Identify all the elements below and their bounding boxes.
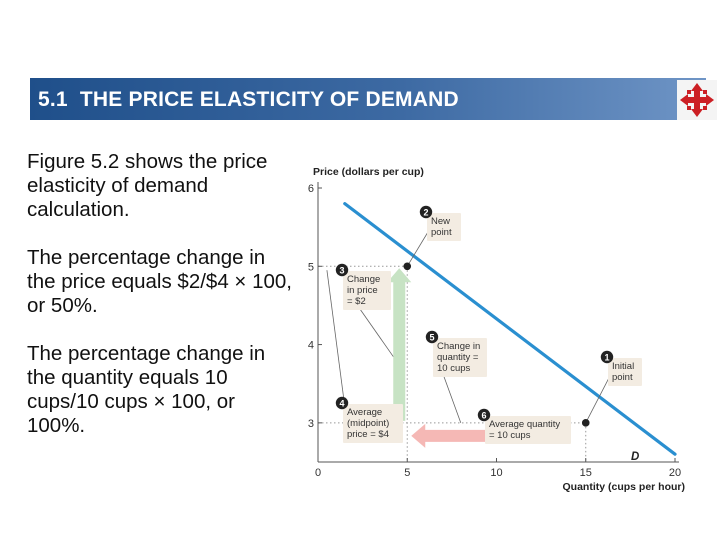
y-tick-label: 3 — [308, 418, 314, 430]
y-tick-label: 4 — [308, 340, 314, 352]
annotation-box — [608, 358, 642, 386]
annotation-text: Change — [347, 274, 380, 285]
annotation-badge-number: 6 — [481, 411, 486, 421]
body-text: Figure 5.2 shows the price elasticity of… — [27, 150, 295, 462]
x-tick-label: 10 — [490, 467, 502, 479]
annotation-badge — [600, 350, 614, 364]
annotation-badge — [477, 408, 491, 422]
annotation-box — [485, 416, 571, 444]
annotation-text: Initial — [612, 361, 634, 372]
annotation-badge-number: 5 — [429, 333, 434, 343]
x-tick-label: 0 — [315, 467, 321, 479]
x-tick-label: 20 — [669, 467, 681, 479]
annotation-badge-number: 3 — [339, 266, 344, 276]
initial-point-marker — [581, 419, 590, 427]
annotation-text: Change in — [437, 341, 480, 352]
demand-curve — [343, 202, 677, 456]
leader-line — [585, 371, 613, 424]
annotation-badge-number: 1 — [604, 353, 609, 363]
slide-title: 5.1 THE PRICE ELASTICITY OF DEMAND — [38, 88, 459, 111]
elasticity-chart: Price (dollars per cup) Quantity (cups pe… — [308, 166, 685, 493]
price-change-arrow — [387, 268, 412, 421]
paragraph-quantity-change: The percentage change in the quantity eq… — [27, 342, 266, 437]
annotation-text: (midpoint) — [347, 418, 389, 429]
annotation-box — [433, 338, 487, 377]
annotation-text: price = $4 — [347, 429, 389, 440]
annotation-text: point — [431, 227, 452, 238]
annotation-box — [343, 404, 403, 443]
annotation-text: point — [612, 372, 633, 383]
compass-arrows-icon — [677, 80, 717, 120]
y-tick-label: 6 — [308, 183, 314, 195]
y-axis-label: Price (dollars per cup) — [313, 166, 424, 178]
annotation-badge — [335, 396, 349, 410]
annotation-badge — [419, 205, 433, 219]
title-banner: 5.1 THE PRICE ELASTICITY OF DEMAND — [30, 78, 706, 120]
annotation-text: New — [431, 216, 450, 227]
annotation-text: 10 cups — [437, 363, 471, 374]
annotation-text: quantity = — [437, 352, 479, 363]
x-axis-label: Quantity (cups per hour) — [562, 481, 685, 493]
annotation-text: Average quantity — [489, 419, 560, 430]
annotation-badge — [425, 330, 439, 344]
paragraph-price-change: The percentage change in the price equal… — [27, 246, 292, 317]
annotation-box — [427, 213, 461, 241]
x-tick-label: 5 — [404, 467, 410, 479]
annotation-text: in price — [347, 285, 378, 296]
new-point-marker — [403, 262, 412, 271]
y-tick-label: 5 — [308, 261, 314, 273]
annotation-text: = 10 cups — [489, 430, 531, 441]
annotation-badge-number: 4 — [339, 399, 344, 409]
annotation-text: = $2 — [347, 296, 366, 307]
x-tick-label: 15 — [580, 467, 592, 479]
annotation-badge — [335, 263, 349, 277]
annotation-badge-number: 2 — [423, 208, 428, 218]
annotation-box — [343, 271, 391, 310]
annotation-text: Average — [347, 407, 382, 418]
paragraph-figure: Figure 5.2 shows the price elasticity of… — [27, 150, 268, 221]
demand-curve-label: D — [631, 451, 639, 463]
